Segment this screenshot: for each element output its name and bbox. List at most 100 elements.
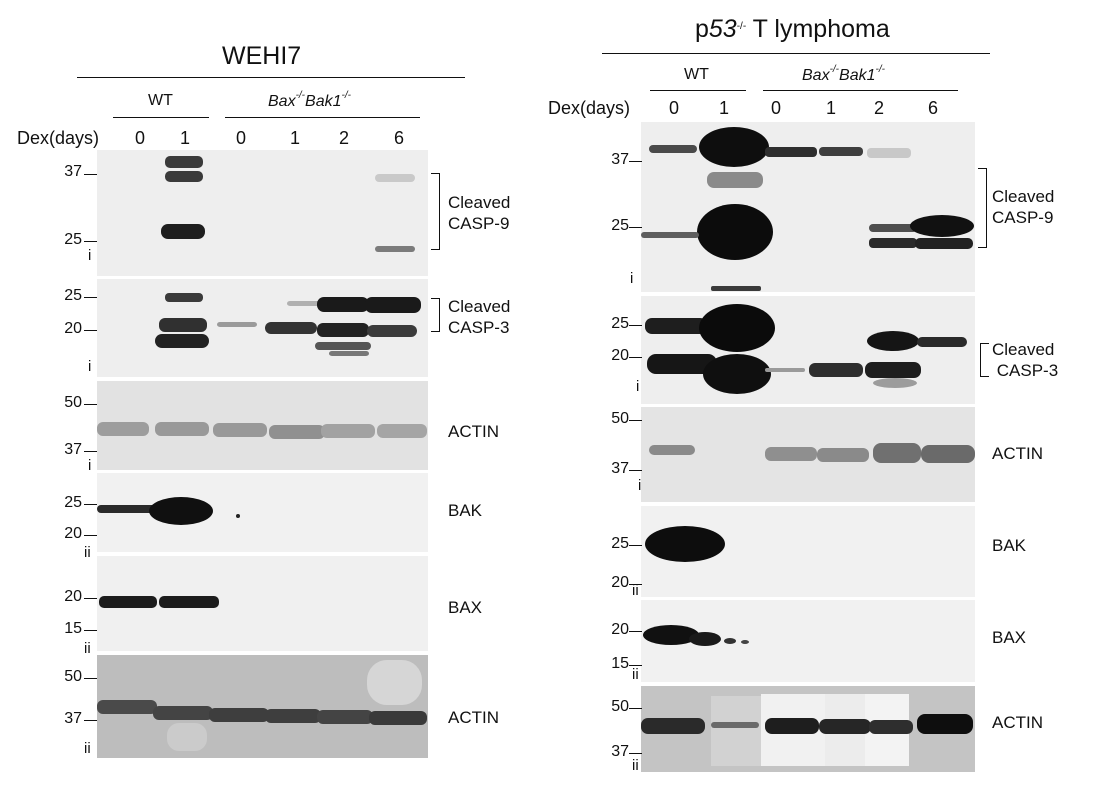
band — [869, 224, 917, 232]
left-p4-marker-low: 20 — [64, 525, 82, 542]
right-lane-2: 1 — [719, 98, 730, 118]
band — [869, 720, 913, 734]
right-blot-bax — [641, 600, 975, 682]
marker-tick — [629, 161, 642, 163]
right-casp9-label: Cleaved CASP-9 — [992, 187, 1055, 227]
left-title-rule — [77, 77, 465, 78]
right-p6-exposure: ii — [632, 757, 639, 774]
band — [97, 700, 157, 714]
left-casp9-label: Cleaved CASP-9 — [448, 193, 511, 233]
band — [647, 354, 717, 374]
right-p5-marker-low: 15 — [611, 655, 629, 672]
band — [375, 246, 415, 252]
left-p3-marker-low: 37 — [64, 441, 82, 458]
right-lane-5: 2 — [874, 98, 885, 118]
band — [873, 378, 917, 388]
right-blot-casp9 — [641, 122, 975, 292]
left-bak-label: BAK — [448, 501, 483, 520]
right-bak-label: BAK — [992, 536, 1027, 555]
band — [765, 718, 819, 734]
marker-tick — [629, 357, 642, 359]
band — [317, 710, 373, 724]
marker-tick — [84, 720, 97, 722]
right-p2-marker-low: 20 — [611, 347, 629, 364]
left-casp3-bracket — [431, 298, 440, 332]
marker-tick — [629, 753, 642, 755]
left-p3-exposure: i — [88, 457, 92, 474]
marker-tick — [629, 584, 642, 586]
marker-tick — [84, 630, 97, 632]
right-blot-casp3 — [641, 296, 975, 404]
band — [765, 368, 805, 372]
left-lane-1: 0 — [135, 128, 146, 148]
marker-tick — [629, 325, 642, 327]
left-ko-rule — [225, 117, 420, 118]
band — [209, 708, 269, 722]
left-p2-marker-high: 25 — [64, 287, 82, 304]
marker-tick — [629, 708, 642, 710]
band — [329, 351, 369, 356]
left-p5-marker-high: 20 — [64, 588, 82, 605]
left-blot-bak — [97, 473, 428, 552]
left-lane-5: 2 — [339, 128, 350, 148]
left-p1-exposure: i — [88, 247, 92, 264]
band — [645, 526, 725, 562]
marker-tick — [629, 631, 642, 633]
right-title-rule — [602, 53, 990, 54]
band — [149, 497, 213, 525]
right-title: p53-/- T lymphoma — [695, 15, 890, 43]
right-p1-exposure: i — [630, 270, 634, 287]
marker-tick — [84, 598, 97, 600]
left-p3-marker-high: 50 — [64, 394, 82, 411]
left-blot-casp9 — [97, 150, 428, 276]
marker-tick — [84, 504, 97, 506]
left-casp3-label: Cleaved CASP-3 — [448, 297, 511, 337]
band — [699, 127, 769, 167]
band — [817, 448, 869, 462]
band — [367, 325, 417, 337]
left-blot-actin-ii — [97, 655, 428, 758]
band — [869, 238, 917, 248]
band — [165, 156, 203, 168]
band — [265, 709, 321, 723]
right-ko-label: Bax-/-Bak1-/- — [802, 64, 885, 84]
left-casp9-bracket — [431, 173, 440, 250]
band — [917, 337, 967, 347]
band — [287, 301, 323, 306]
left-lane-4: 1 — [290, 128, 301, 148]
left-p5-marker-low: 15 — [64, 620, 82, 637]
band — [155, 422, 209, 436]
marker-tick — [84, 451, 97, 453]
left-title: WEHI7 — [222, 42, 302, 70]
marker-tick — [84, 297, 97, 299]
right-actin-ii-label: ACTIN — [992, 713, 1043, 732]
band — [265, 322, 317, 334]
band — [365, 297, 421, 313]
right-p5-marker-high: 20 — [611, 621, 629, 638]
left-wt-rule — [113, 117, 209, 118]
left-p4-exposure: ii — [84, 544, 91, 561]
band — [649, 445, 695, 455]
marker-tick — [629, 470, 642, 472]
right-p4-marker-high: 25 — [611, 535, 629, 552]
band — [217, 322, 257, 327]
band — [165, 171, 203, 182]
band — [649, 145, 697, 153]
left-p2-exposure: i — [88, 358, 92, 375]
right-p6-marker-low: 37 — [611, 743, 629, 760]
left-p1-marker-high: 37 — [64, 163, 82, 180]
band — [155, 334, 209, 348]
band — [269, 425, 325, 439]
band — [377, 424, 427, 438]
band — [161, 224, 205, 239]
band — [99, 596, 157, 608]
marker-tick — [84, 678, 97, 680]
right-lane-1: 0 — [669, 98, 680, 118]
marker-tick — [629, 420, 642, 422]
right-p4-exposure: ii — [632, 582, 639, 599]
right-casp3-bracket — [980, 343, 989, 377]
band — [315, 342, 371, 350]
band — [159, 596, 219, 608]
right-wt-rule — [650, 90, 746, 91]
right-p5-exposure: ii — [632, 666, 639, 683]
